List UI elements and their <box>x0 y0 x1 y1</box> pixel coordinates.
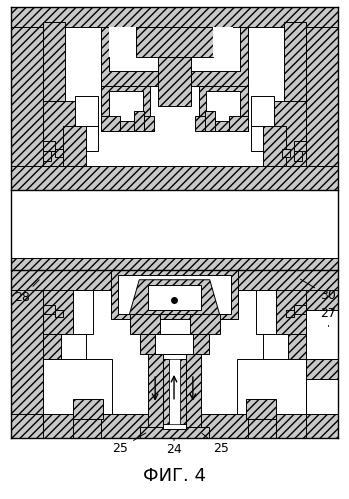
Bar <box>11 270 338 439</box>
Bar <box>306 379 338 414</box>
Bar <box>43 141 55 151</box>
Text: 25: 25 <box>112 433 146 455</box>
Text: 30: 30 <box>300 279 336 302</box>
Bar <box>206 91 240 126</box>
Bar <box>11 166 338 191</box>
Bar <box>140 427 209 439</box>
Bar <box>109 91 143 126</box>
Bar <box>205 111 215 131</box>
Bar <box>294 141 306 151</box>
Bar <box>131 314 160 334</box>
Bar <box>43 22 65 101</box>
Bar <box>140 334 168 354</box>
Bar <box>55 309 63 317</box>
Bar <box>306 7 338 191</box>
Polygon shape <box>129 280 220 314</box>
Bar <box>136 27 213 56</box>
Bar <box>251 126 263 151</box>
Text: 28: 28 <box>14 280 39 304</box>
Bar <box>73 399 103 419</box>
Bar <box>251 96 274 126</box>
Bar <box>248 414 338 439</box>
Bar <box>11 191 338 270</box>
Bar <box>199 86 248 131</box>
Bar <box>306 270 338 439</box>
Bar <box>195 116 205 131</box>
Bar <box>43 334 73 379</box>
Bar <box>282 149 290 157</box>
Bar <box>163 359 169 424</box>
Bar <box>190 314 220 334</box>
Bar <box>284 22 306 101</box>
Bar <box>180 359 186 424</box>
Bar <box>43 290 73 334</box>
Bar <box>274 101 306 166</box>
Bar <box>101 414 155 439</box>
Bar <box>43 151 51 161</box>
Bar <box>11 7 43 191</box>
Bar <box>101 86 150 131</box>
Bar <box>155 334 193 354</box>
Bar <box>286 309 294 317</box>
Bar <box>306 359 338 379</box>
Bar <box>158 56 191 106</box>
Bar <box>246 399 276 419</box>
Bar <box>43 304 55 314</box>
Bar <box>109 27 136 56</box>
Bar <box>86 126 98 151</box>
Bar <box>73 290 92 334</box>
Bar <box>43 101 75 166</box>
Bar <box>306 309 338 359</box>
Bar <box>19 14 330 191</box>
Bar <box>75 96 98 126</box>
Bar <box>148 285 201 309</box>
Bar <box>214 121 229 131</box>
Bar <box>263 126 286 166</box>
Bar <box>120 121 135 131</box>
Bar <box>276 290 306 334</box>
Bar <box>229 116 248 131</box>
Bar <box>294 151 302 161</box>
Bar <box>148 354 163 429</box>
Bar <box>43 394 73 439</box>
Bar <box>163 354 186 429</box>
Bar <box>169 359 180 424</box>
Bar <box>11 258 338 270</box>
Bar <box>11 7 338 27</box>
Bar <box>237 359 306 414</box>
Text: ФИГ. 4: ФИГ. 4 <box>142 467 206 485</box>
Bar <box>55 149 63 157</box>
Text: 24: 24 <box>166 439 182 457</box>
Bar <box>101 116 120 131</box>
Bar <box>186 354 201 429</box>
Bar <box>213 27 232 56</box>
Bar <box>276 394 306 439</box>
Bar <box>11 270 43 439</box>
Bar <box>194 414 248 439</box>
Bar <box>276 334 306 379</box>
Bar <box>294 304 306 314</box>
Text: 27: 27 <box>320 307 336 326</box>
Bar <box>144 116 154 131</box>
Bar <box>109 27 240 71</box>
Bar <box>11 414 101 439</box>
Bar <box>43 359 112 414</box>
Bar <box>19 275 330 434</box>
Bar <box>181 334 209 354</box>
Bar <box>118 275 231 314</box>
Bar <box>101 27 248 86</box>
Bar <box>263 334 288 364</box>
Bar <box>11 270 338 290</box>
Bar <box>134 111 144 131</box>
Bar <box>111 270 238 319</box>
Bar <box>61 334 86 364</box>
Bar <box>63 126 86 166</box>
Bar <box>257 290 276 334</box>
Text: 25: 25 <box>202 433 229 455</box>
Bar <box>11 7 338 191</box>
